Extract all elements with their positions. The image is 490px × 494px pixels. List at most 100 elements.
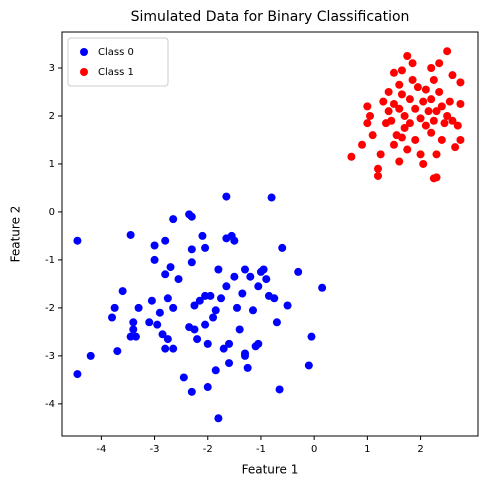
point <box>108 313 117 322</box>
point <box>73 370 82 379</box>
point <box>238 289 247 298</box>
point <box>421 85 430 94</box>
point <box>147 296 156 305</box>
point <box>211 306 220 315</box>
point <box>384 107 393 116</box>
point <box>445 97 454 106</box>
point <box>403 145 412 154</box>
point <box>222 282 231 291</box>
point <box>389 140 398 149</box>
point <box>201 243 210 252</box>
point <box>174 275 183 284</box>
point <box>416 114 425 123</box>
point <box>395 157 404 166</box>
chart-title: Simulated Data for Binary Classification <box>131 9 410 25</box>
point <box>358 140 367 149</box>
point <box>373 171 382 180</box>
point <box>384 87 393 96</box>
point <box>304 361 313 370</box>
point <box>294 267 303 276</box>
y-tick-label: 2 <box>49 111 55 122</box>
point <box>203 383 212 392</box>
point <box>179 373 188 382</box>
point <box>379 97 388 106</box>
point <box>193 335 202 344</box>
point <box>254 339 263 348</box>
point <box>225 359 234 368</box>
point <box>397 133 406 142</box>
x-tick-label: 0 <box>311 444 317 455</box>
point <box>456 99 465 108</box>
point <box>222 192 231 201</box>
x-tick-label: -2 <box>203 444 213 455</box>
x-tick-label: 1 <box>364 444 370 455</box>
point <box>129 318 138 327</box>
point <box>278 243 287 252</box>
x-tick-label: -1 <box>256 444 266 455</box>
point <box>158 330 167 339</box>
point <box>416 150 425 159</box>
point <box>73 236 82 245</box>
point <box>448 71 457 80</box>
point <box>400 111 409 120</box>
x-tick-label: 2 <box>417 444 423 455</box>
point <box>198 231 207 240</box>
point <box>405 95 414 104</box>
point <box>435 87 444 96</box>
point <box>366 111 375 120</box>
y-tick-label: 1 <box>49 159 55 170</box>
y-tick-label: -4 <box>45 399 55 410</box>
point <box>187 245 196 254</box>
point <box>169 215 178 224</box>
point <box>219 344 228 353</box>
point <box>169 303 178 312</box>
point <box>411 135 420 144</box>
point <box>169 344 178 353</box>
point <box>456 135 465 144</box>
x-tick-label: -3 <box>150 444 160 455</box>
plot-frame <box>61 31 479 437</box>
point <box>411 104 420 113</box>
point <box>254 282 263 291</box>
point <box>435 59 444 68</box>
point <box>187 212 196 221</box>
point <box>397 90 406 99</box>
point <box>363 102 372 111</box>
point <box>235 325 244 334</box>
point <box>389 68 398 77</box>
point <box>363 119 372 128</box>
point <box>437 102 446 111</box>
y-tick-label: 3 <box>49 63 55 74</box>
point <box>190 301 199 310</box>
point <box>163 294 172 303</box>
point <box>214 414 223 423</box>
point <box>129 325 138 334</box>
point <box>400 123 409 132</box>
point <box>397 66 406 75</box>
point <box>203 339 212 348</box>
point <box>230 272 239 281</box>
point <box>230 236 239 245</box>
point <box>267 193 276 202</box>
point <box>110 303 119 312</box>
point <box>440 119 449 128</box>
point <box>150 241 159 250</box>
legend-marker <box>80 48 88 56</box>
point <box>456 78 465 87</box>
point <box>214 265 223 274</box>
point <box>408 75 417 84</box>
point <box>272 318 281 327</box>
point <box>126 230 135 239</box>
point <box>413 83 422 92</box>
point <box>211 366 220 375</box>
point <box>134 303 143 312</box>
point <box>161 236 170 245</box>
point <box>283 301 292 310</box>
y-axis-label: Feature 2 <box>9 206 23 263</box>
point <box>389 99 398 108</box>
x-tick-label: -4 <box>96 444 106 455</box>
point <box>387 116 396 125</box>
point <box>113 347 122 356</box>
